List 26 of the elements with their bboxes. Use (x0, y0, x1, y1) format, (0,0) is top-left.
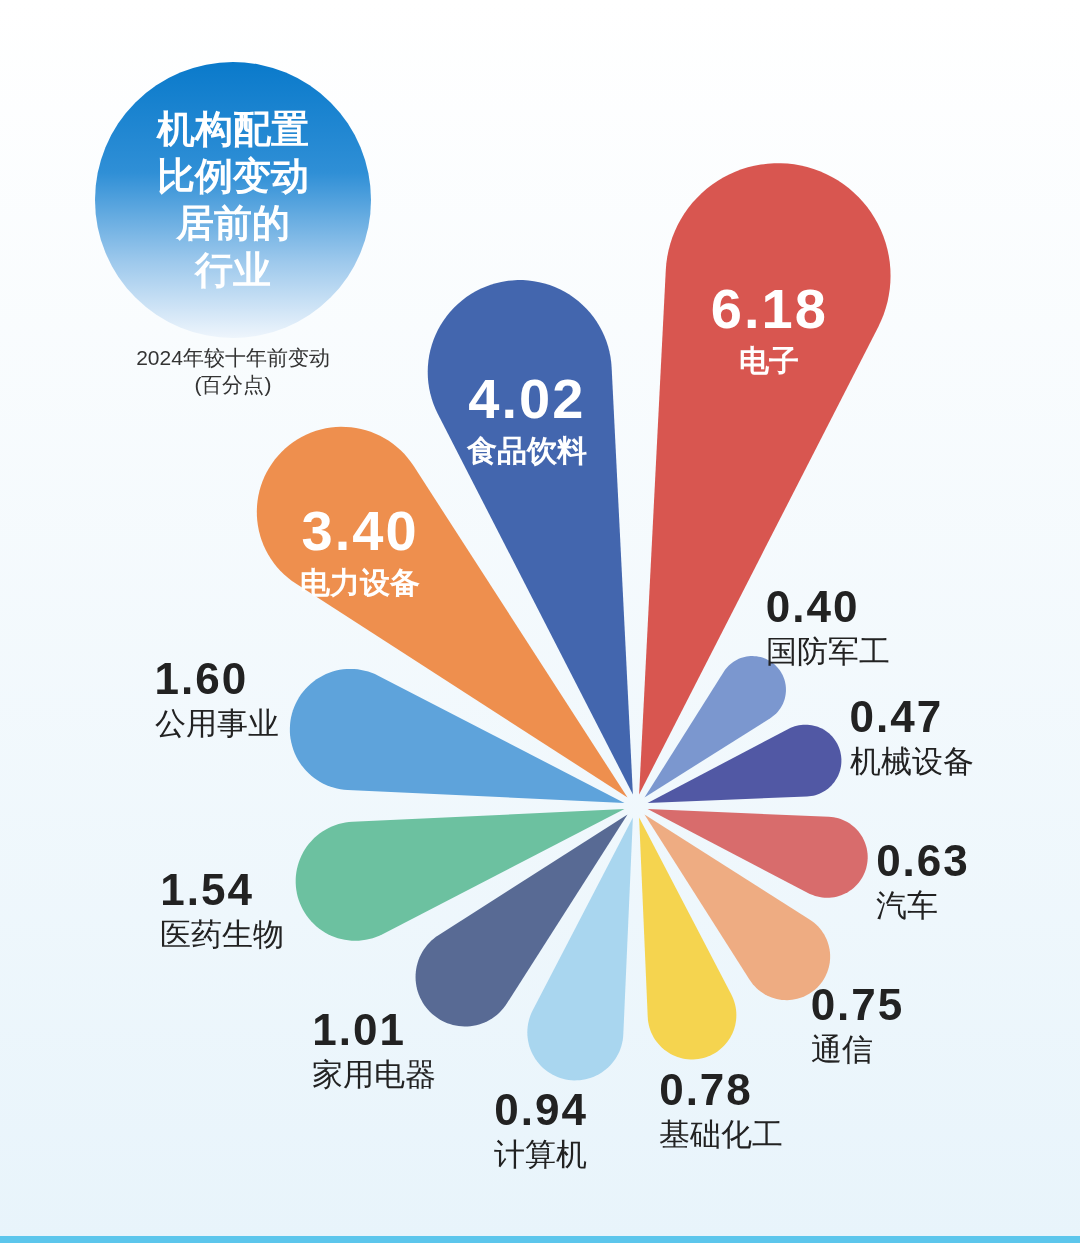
category-label: 计算机 (494, 1137, 588, 1173)
data-label: 4.02 (468, 367, 586, 431)
data-label: 0.78 (659, 1064, 753, 1114)
data-label: 0.75 (810, 980, 905, 1030)
category-label: 国防军工 (765, 634, 890, 670)
data-label: 0.47 (849, 691, 944, 741)
category-label: 电力设备 (300, 565, 421, 599)
data-label: 0.94 (494, 1085, 588, 1135)
category-label: 基础化工 (659, 1116, 784, 1152)
data-label: 0.63 (876, 836, 970, 886)
category-label: 机械设备 (849, 743, 974, 779)
data-label: 0.40 (765, 582, 860, 632)
text: 机构配置比例变动居前的行业 (155, 107, 310, 293)
category-label: 公用事业 (154, 706, 279, 742)
category-label: 食品饮料 (465, 434, 587, 468)
data-label: 6.18 (710, 276, 828, 340)
category-label: 汽车 (876, 888, 939, 924)
text: 2024年较十年前变动(百分点) (135, 345, 331, 398)
category-label: 家用电器 (312, 1056, 437, 1092)
data-label: 1.01 (312, 1004, 406, 1054)
category-label: 医药生物 (160, 917, 285, 953)
category-label: 电子 (739, 343, 800, 377)
category-label: 通信 (810, 1032, 873, 1068)
data-label: 1.54 (160, 865, 254, 915)
data-label: 3.40 (301, 498, 419, 562)
data-label: 1.60 (154, 654, 249, 704)
